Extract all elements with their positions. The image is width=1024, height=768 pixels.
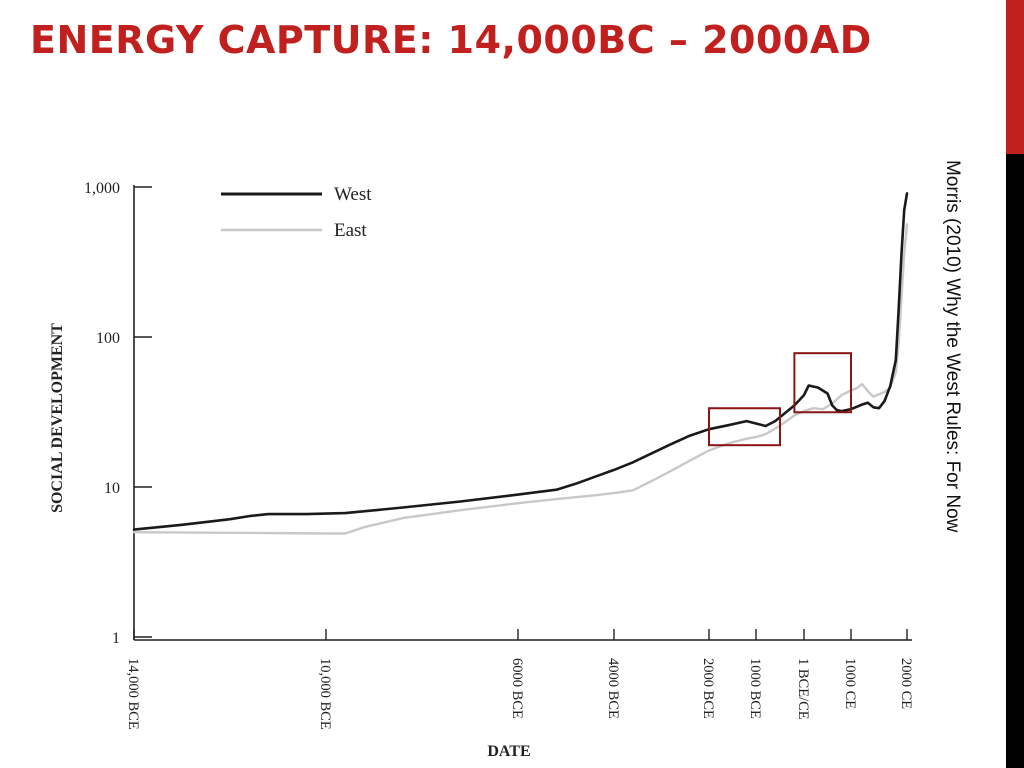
highlight-box-2 <box>793 352 853 414</box>
x-axis-label: DATE <box>487 743 530 760</box>
x-tick-label-0: 14,000 BCE <box>125 658 141 730</box>
x-tick-label-7: 1000 CE <box>842 658 858 709</box>
x-tick-label-2: 6000 BCE <box>509 658 525 719</box>
series-layer <box>132 192 909 535</box>
x-tick-label-1: 10,000 BCE <box>317 658 333 730</box>
edge-accent-bar-black <box>1006 154 1024 768</box>
x-axis: 14,000 BCE 10,000 BCE 6000 BCE 4000 BCE 2000… <box>125 629 914 760</box>
x-tick-label-5: 1000 BCE <box>747 658 763 719</box>
x-tick-label-4: 2000 BCE <box>700 658 716 719</box>
slide-title: ENERGY CAPTURE: 14,000BC – 2000AD <box>30 18 872 62</box>
highlight-boxes <box>708 352 853 447</box>
social-development-chart: 1 10 100 1,000 SOCIAL DEVELOPMENT 14,000 BC… <box>49 180 914 760</box>
y-tick-label-3: 1,000 <box>84 180 120 197</box>
y-ticks: 1 10 100 1,000 <box>84 180 152 647</box>
legend: West East <box>221 184 372 241</box>
y-tick-label-2: 100 <box>96 330 120 347</box>
y-tick-label-1: 10 <box>104 480 120 497</box>
highlight-box-1 <box>708 407 781 447</box>
y-axis-label: SOCIAL DEVELOPMENT <box>49 323 66 513</box>
edge-accent-bar-red <box>1006 0 1024 154</box>
x-ticks: 14,000 BCE 10,000 BCE 6000 BCE 4000 BCE 2000… <box>125 629 914 730</box>
legend-label-west: West <box>334 184 372 205</box>
x-tick-label-8: 2000 CE <box>898 658 914 709</box>
legend-label-east: East <box>334 220 367 241</box>
x-tick-label-6: 1 BCE/CE <box>795 658 811 720</box>
series-line-west <box>132 192 909 531</box>
y-tick-label-0: 1 <box>112 630 120 647</box>
y-axis: 1 10 100 1,000 SOCIAL DEVELOPMENT <box>49 180 152 647</box>
x-tick-label-3: 4000 BCE <box>605 658 621 719</box>
series-line-east <box>132 223 909 535</box>
